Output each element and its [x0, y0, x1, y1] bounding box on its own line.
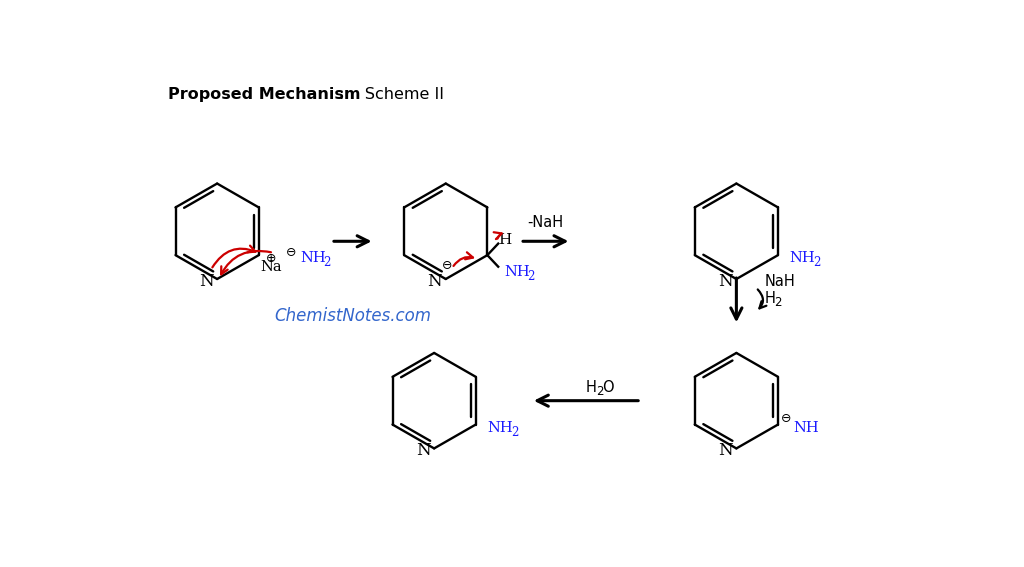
- Text: NaH: NaH: [765, 274, 796, 289]
- Text: N: N: [718, 442, 733, 459]
- Text: -NaH: -NaH: [527, 215, 564, 230]
- Text: 2: 2: [527, 270, 535, 283]
- Text: NH: NH: [790, 251, 815, 265]
- Text: 2: 2: [324, 256, 331, 269]
- Text: H: H: [765, 291, 776, 306]
- Text: NH: NH: [487, 421, 513, 435]
- Text: ⊕: ⊕: [266, 252, 276, 265]
- Text: 2: 2: [596, 385, 603, 398]
- Text: H: H: [498, 232, 511, 247]
- Text: :    Scheme II: : Scheme II: [339, 87, 443, 102]
- Text: O: O: [602, 380, 614, 395]
- Text: NH: NH: [505, 265, 530, 279]
- Text: ⊖: ⊖: [780, 412, 791, 425]
- Text: N: N: [199, 273, 214, 290]
- Text: Na: Na: [260, 260, 283, 274]
- Text: 2: 2: [774, 295, 782, 308]
- Text: NH: NH: [300, 251, 326, 265]
- Text: ChemistNotes.com: ChemistNotes.com: [274, 307, 431, 325]
- Text: N: N: [428, 273, 442, 290]
- Text: NH: NH: [794, 421, 819, 435]
- Text: ⊖: ⊖: [442, 259, 453, 272]
- Text: H: H: [586, 380, 597, 395]
- Text: ⊖: ⊖: [286, 246, 296, 259]
- Text: Proposed Mechanism: Proposed Mechanism: [168, 87, 360, 102]
- Text: 2: 2: [814, 256, 821, 269]
- Text: 2: 2: [511, 426, 519, 439]
- Text: N: N: [718, 273, 733, 290]
- Text: N: N: [416, 442, 430, 459]
